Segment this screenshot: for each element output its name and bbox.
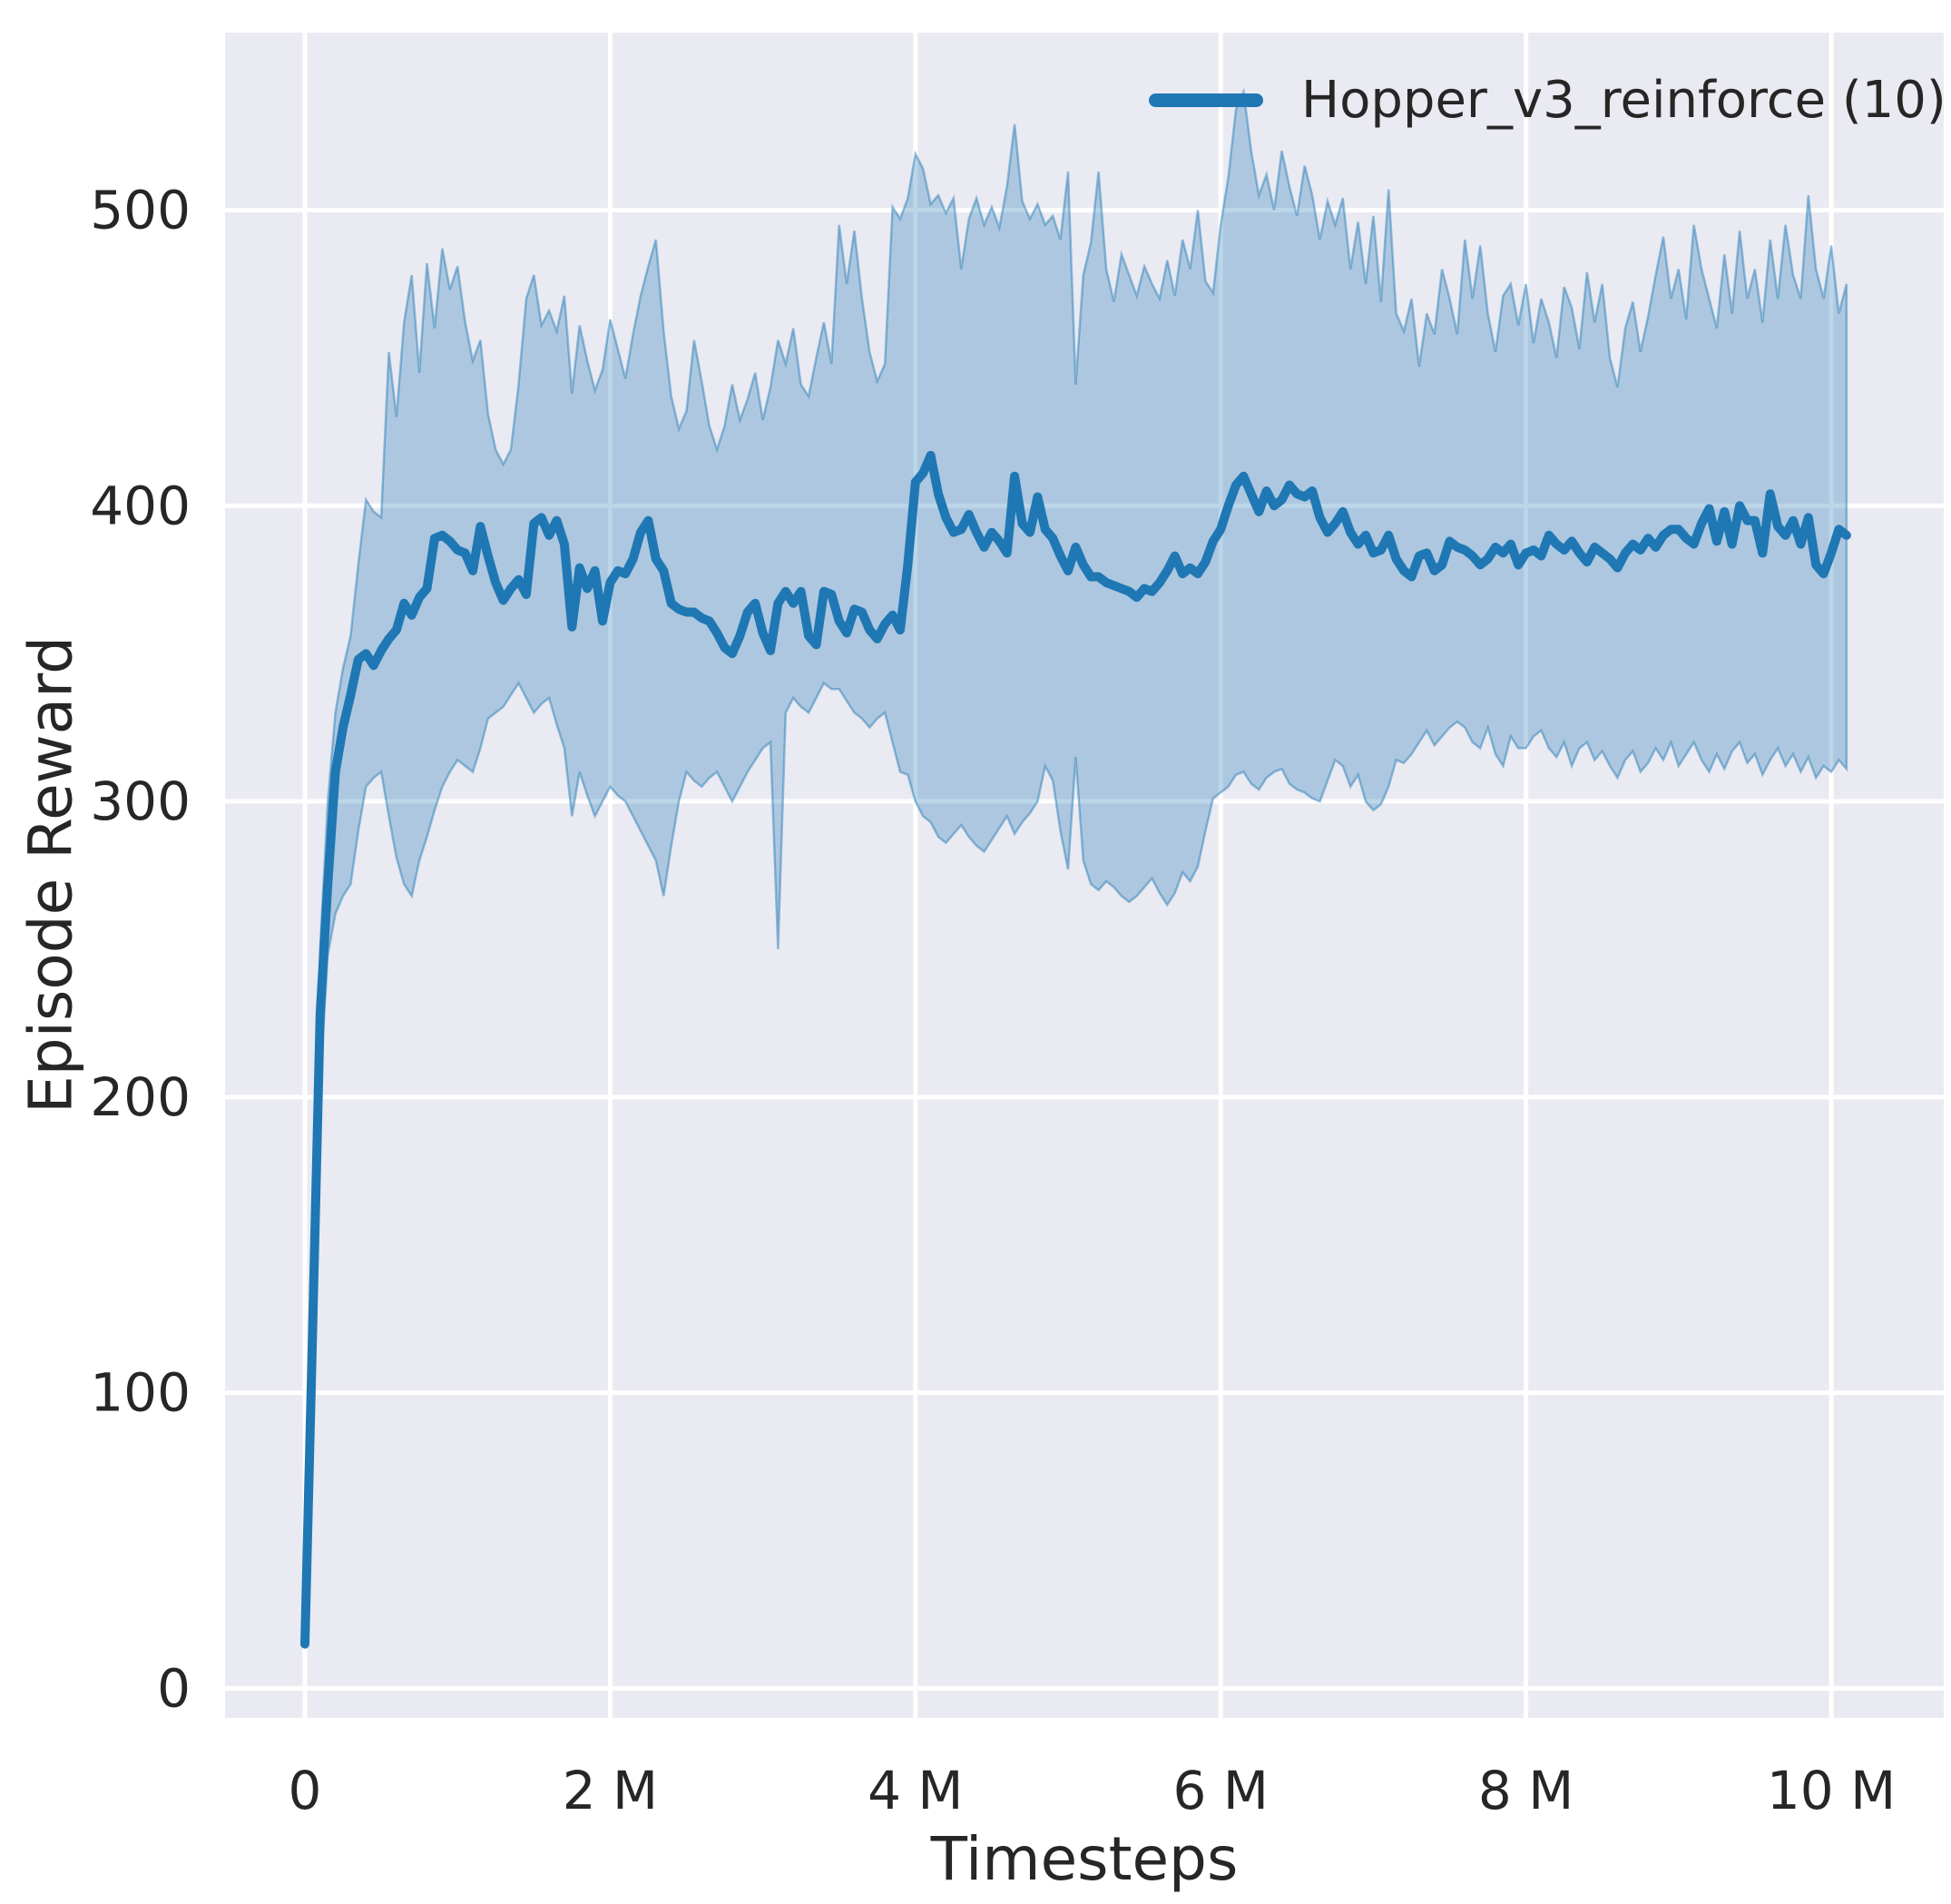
x-tick-label-0: 0 [289,1760,322,1821]
y-tick-label-4: 400 [90,475,191,536]
x-tick-label-3: 6 M [1173,1760,1269,1821]
y-axis-label: Episode Reward [15,636,86,1114]
y-tick-label-3: 300 [90,770,191,832]
y-tick-label-2: 200 [90,1066,191,1128]
x-tick-label-5: 10 M [1767,1760,1896,1821]
x-axis-label: Timesteps [930,1824,1239,1894]
legend-label: Hopper_v3_reinforce (10) [1301,71,1946,130]
legend: Hopper_v3_reinforce (10) [1149,71,1946,130]
x-tick-label-2: 4 M [868,1760,963,1821]
confidence-band-0 [303,87,1848,1644]
mean-line-0 [300,450,1851,1649]
x-tick-label-1: 2 M [563,1760,658,1821]
legend-line-swatch-icon [1149,93,1263,107]
axes-background [225,33,1944,1718]
x-tick-label-4: 8 M [1478,1760,1574,1821]
y-tick-label-0: 0 [157,1657,191,1719]
y-tick-label-1: 100 [90,1362,191,1424]
y-tick-label-5: 500 [90,179,191,240]
